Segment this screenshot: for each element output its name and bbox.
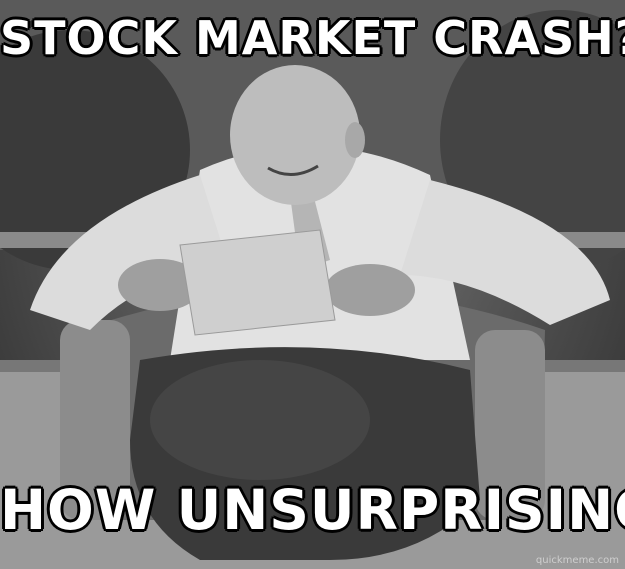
- watermark: quickmeme.com: [535, 555, 619, 566]
- chair-arm-right: [475, 330, 545, 520]
- man-hand-left: [118, 259, 202, 311]
- man-head: [230, 65, 360, 205]
- man-knee: [150, 360, 370, 480]
- man-arm-left: [30, 175, 230, 330]
- man-hand-right: [325, 264, 415, 316]
- chair-arm-left: [60, 320, 130, 520]
- man-ear: [345, 122, 365, 158]
- letter-paper: [179, 229, 336, 336]
- man-arm-right: [400, 180, 610, 325]
- man-smile: [267, 164, 319, 176]
- top-caption: STOCK MARKET CRASH?: [0, 10, 625, 66]
- bottom-caption: HOW UNSURPRISING: [0, 477, 625, 543]
